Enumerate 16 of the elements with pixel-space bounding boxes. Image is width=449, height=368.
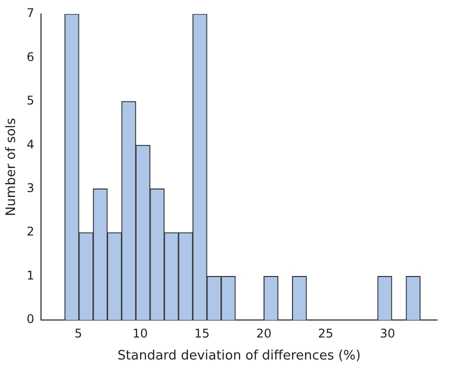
x-tick-label: 5 — [74, 326, 82, 340]
x-tick-label: 30 — [380, 326, 396, 340]
y-tick-label: 6 — [26, 50, 34, 64]
y-tick-label: 2 — [26, 224, 34, 239]
y-tick-label: 3 — [26, 180, 34, 195]
x-axis-title: Standard deviation of differences (%) — [118, 348, 361, 364]
x-tick-label: 20 — [256, 326, 272, 340]
x-tick-label: 25 — [318, 326, 334, 340]
x-tick-label: 10 — [132, 326, 148, 340]
y-axis-title: Number of sols — [4, 118, 20, 216]
y-tick-label: 1 — [26, 268, 34, 282]
y-tick-label: 0 — [26, 312, 34, 326]
y-tick-label: 4 — [26, 137, 34, 152]
x-tick-label: 15 — [194, 326, 210, 340]
y-tick-label: 7 — [26, 6, 34, 20]
y-tick-label: 5 — [26, 94, 34, 108]
